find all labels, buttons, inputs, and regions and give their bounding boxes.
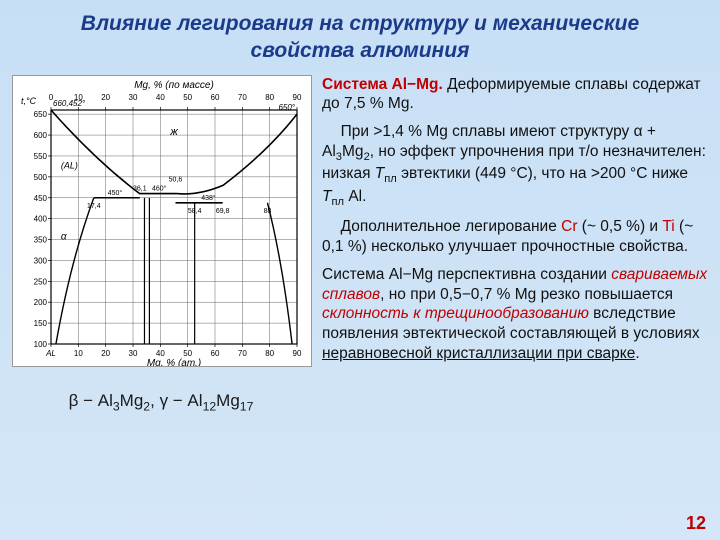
- svg-text:100: 100: [34, 340, 48, 349]
- svg-text:Mg, % (ат.): Mg, % (ат.): [147, 358, 201, 366]
- svg-text:400: 400: [34, 214, 48, 223]
- left-column: Mg, % (по массе)0102030405060708090AL102…: [12, 75, 310, 413]
- gamma-label: γ − Al: [160, 391, 203, 410]
- svg-text:70: 70: [238, 93, 247, 102]
- svg-text:10: 10: [74, 349, 83, 358]
- svg-text:20: 20: [101, 349, 110, 358]
- t: Al.: [344, 188, 366, 205]
- svg-text:50: 50: [183, 349, 192, 358]
- svg-text:80: 80: [265, 349, 274, 358]
- t: Дополнительное легирование: [341, 218, 562, 235]
- para-1: Система Al−Mg. Деформируемые сплавы соде…: [322, 75, 708, 115]
- svg-text:30: 30: [129, 93, 138, 102]
- svg-text:(AL): (AL): [61, 160, 78, 170]
- page-number: 12: [686, 513, 706, 534]
- svg-text:36,1: 36,1: [133, 185, 147, 192]
- svg-text:90: 90: [293, 349, 302, 358]
- tmelt: T: [375, 165, 384, 182]
- svg-text:350: 350: [34, 235, 48, 244]
- content-area: Mg, % (по массе)0102030405060708090AL102…: [0, 69, 720, 413]
- system-name: Система Al−Mg.: [322, 76, 443, 93]
- svg-text:50,6: 50,6: [169, 176, 183, 183]
- svg-text:88: 88: [264, 207, 272, 214]
- t: .: [635, 345, 639, 362]
- phase-diagram: Mg, % (по массе)0102030405060708090AL102…: [12, 75, 312, 367]
- svg-text:300: 300: [34, 256, 48, 265]
- svg-text:450°: 450°: [108, 188, 123, 196]
- svg-text:450: 450: [34, 193, 48, 202]
- svg-text:50: 50: [183, 93, 192, 102]
- t: Mg: [216, 391, 240, 410]
- svg-text:58,4: 58,4: [188, 207, 202, 214]
- sub: 3: [113, 399, 120, 413]
- sub: 12: [203, 399, 217, 413]
- svg-text:200: 200: [34, 298, 48, 307]
- svg-text:30: 30: [129, 349, 138, 358]
- sub: пл: [331, 196, 344, 208]
- svg-text:69,8: 69,8: [216, 207, 230, 214]
- svg-text:ж: ж: [169, 126, 178, 138]
- svg-text:80: 80: [265, 93, 274, 102]
- t: Mg: [120, 391, 144, 410]
- sep: ,: [150, 391, 159, 410]
- svg-text:90: 90: [293, 93, 302, 102]
- svg-text:650°: 650°: [278, 103, 295, 112]
- svg-text:250: 250: [34, 277, 48, 286]
- crack: склонность к трещинообразованию: [322, 305, 589, 322]
- noneq: неравновесной кристаллизации при сварке: [322, 345, 635, 362]
- beta-label: β − Al: [69, 391, 113, 410]
- slide-title: Влияние легирования на структуру и механ…: [0, 0, 720, 69]
- svg-text:438°: 438°: [201, 193, 216, 201]
- svg-text:20: 20: [101, 93, 110, 102]
- svg-text:Mg, % (по массе): Mg, % (по массе): [134, 80, 214, 91]
- t: эвтектики (449 °C), что на >200 °C ниже: [397, 165, 688, 182]
- sub: 17: [240, 399, 254, 413]
- svg-text:70: 70: [238, 349, 247, 358]
- svg-text:AL: AL: [45, 349, 56, 358]
- svg-text:17,4: 17,4: [87, 202, 101, 209]
- right-column: Система Al−Mg. Деформируемые сплавы соде…: [322, 75, 708, 413]
- svg-text:550: 550: [34, 152, 48, 161]
- svg-text:150: 150: [34, 319, 48, 328]
- svg-text:α: α: [61, 231, 67, 242]
- svg-text:500: 500: [34, 172, 48, 181]
- t: Mg: [342, 143, 364, 160]
- para-3: Дополнительное легирование Cr (~ 0,5 %) …: [322, 217, 708, 257]
- svg-text:60: 60: [211, 93, 220, 102]
- para-2: При >1,4 % Mg сплавы имеют структуру α +…: [322, 122, 708, 209]
- svg-text:60: 60: [211, 349, 220, 358]
- svg-text:460°: 460°: [152, 184, 167, 192]
- para-4: Система Al−Mg перспективна создании свар…: [322, 265, 708, 364]
- svg-text:40: 40: [156, 93, 165, 102]
- svg-text:650: 650: [34, 110, 48, 119]
- t: , но при 0,5−0,7 % Mg резко повышается: [380, 286, 673, 303]
- phase-labels: β − Al3Mg2, γ − Al12Mg17: [12, 391, 310, 413]
- svg-text:600: 600: [34, 131, 48, 140]
- t: Система Al−Mg перспективна создании: [322, 266, 611, 283]
- svg-text:660,452°: 660,452°: [53, 99, 86, 108]
- svg-text:t,°C: t,°C: [21, 96, 37, 106]
- cr: Cr: [561, 218, 577, 235]
- ti: Ti: [662, 218, 674, 235]
- svg-text:40: 40: [156, 349, 165, 358]
- sub: пл: [384, 174, 397, 186]
- t: (~ 0,5 %) и: [577, 218, 662, 235]
